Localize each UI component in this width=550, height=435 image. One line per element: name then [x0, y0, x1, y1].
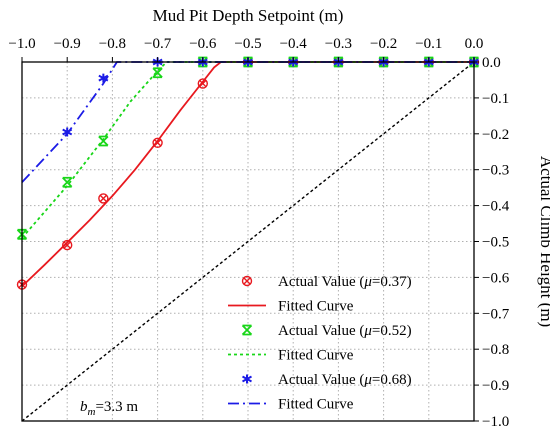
reference-line — [21, 61, 475, 422]
x-tick-label: −0.8 — [99, 36, 126, 52]
x-tick-label: −0.2 — [370, 36, 397, 52]
y-tick-label: −0.6 — [482, 270, 510, 286]
x-tick-label: −0.9 — [54, 36, 81, 52]
y-tick-label: −0.7 — [482, 306, 510, 322]
legend-marker — [241, 275, 253, 287]
data-point — [98, 73, 109, 83]
x-tick-label: −0.1 — [415, 36, 442, 52]
data-point — [98, 135, 109, 147]
x-tick-label: −0.4 — [280, 36, 308, 52]
legend-label: Fitted Curve — [278, 348, 354, 364]
y-tick-label: 0.0 — [482, 55, 501, 71]
legend-label: Fitted Curve — [278, 299, 354, 315]
x-tick-label: −0.7 — [144, 36, 172, 52]
data-point — [61, 239, 73, 251]
legend-marker — [241, 324, 253, 336]
legend-label: Actual Value (μ=0.52) — [278, 323, 412, 339]
x-axis-title: Mud Pit Depth Setpoint (m) — [153, 6, 344, 25]
y-tick-label: −0.3 — [482, 163, 509, 179]
y-axis-title: Actual Climb Height (m) — [537, 156, 550, 327]
data-point — [99, 194, 108, 203]
data-point — [153, 139, 162, 147]
data-point — [199, 79, 207, 88]
data-point — [62, 176, 73, 188]
y-tick-label: −0.9 — [482, 378, 509, 394]
legend-marker — [243, 277, 251, 285]
y-tick-label: −0.8 — [482, 342, 509, 358]
data-point — [63, 241, 71, 249]
data-point — [62, 127, 73, 137]
axis-ticks: −1.0 −0.9 −0.8 −0.7 −0.6 −0.5 −0.4 −0.3 −0.2 −0.1… — [8, 36, 509, 430]
grid — [22, 62, 474, 421]
legend-label: Fitted Curve — [278, 397, 354, 413]
data-point — [98, 193, 109, 204]
data-point — [152, 67, 163, 79]
y-tick-label: −0.2 — [482, 127, 509, 143]
y-tick-label: −0.5 — [482, 235, 509, 251]
legend: Actual Value (μ=0.37) Fitted Curve Actual … — [228, 274, 412, 413]
legend-label: Actual Value (μ=0.68) — [278, 372, 412, 388]
y-tick-label: −0.1 — [482, 91, 509, 107]
x-tick-label: −0.6 — [189, 36, 217, 52]
legend-label: Actual Value (μ=0.37) — [278, 274, 412, 290]
data-point — [152, 137, 163, 148]
x-tick-label: −0.5 — [234, 36, 261, 52]
annotation-bm: bm=3.3 m — [80, 399, 138, 418]
data-point — [197, 78, 209, 89]
x-tick-label: 0.0 — [465, 36, 484, 52]
series-line — [21, 61, 474, 183]
series-line — [21, 61, 474, 239]
x-tick-label: −1.0 — [8, 36, 35, 52]
x-tick-label: −0.3 — [325, 36, 352, 52]
y-tick-label: −0.4 — [482, 199, 510, 215]
legend-marker — [242, 374, 252, 384]
y-tick-label: −1.0 — [482, 414, 509, 430]
